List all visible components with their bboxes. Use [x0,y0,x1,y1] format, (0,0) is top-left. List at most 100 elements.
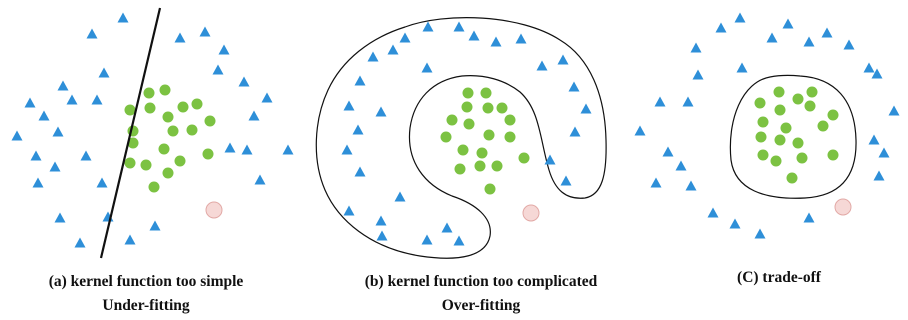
panel-a: (a) kernel function too simple Under-fit… [11,7,294,314]
class-circle-marker [204,115,216,127]
class-circle-marker [457,144,469,156]
class-triangle-marker [707,207,719,218]
class-triangle-marker [80,150,92,161]
class-triangle-marker [468,30,480,41]
class-triangle-marker [568,81,580,92]
class-triangle-marker [754,228,766,239]
panel-b-test-point [522,204,540,222]
class-triangle-marker [729,218,741,229]
class-circle-marker [202,148,214,160]
class-triangle-marker [399,32,411,43]
class-triangle-marker [343,100,355,111]
class-triangle-marker [803,212,815,223]
class-triangle-marker [453,235,465,246]
class-circle-marker [827,109,839,121]
class-circle-marker [191,98,203,110]
class-triangle-marker [282,144,294,155]
class-circle-marker [148,181,160,193]
panel-c-caption-line1: (C) trade-off [737,269,822,286]
class-circle-marker [827,149,839,161]
class-triangle-marker [871,68,883,79]
class-triangle-marker [650,177,662,188]
class-triangle-marker [441,222,453,233]
class-triangle-marker [352,124,364,135]
class-triangle-marker [453,21,465,32]
class-triangle-marker [261,92,273,103]
class-triangle-marker [544,154,556,165]
class-circle-marker [780,122,792,134]
class-triangle-marker [580,103,592,114]
class-circle-marker [774,134,786,146]
class-circle-marker [755,131,767,143]
class-circle-marker [144,102,156,114]
class-circle-marker [774,104,786,116]
class-circle-marker [143,87,155,99]
class-triangle-marker [375,215,387,226]
class-triangle-marker [248,110,260,121]
class-circle-marker [757,149,769,161]
class-circle-marker [446,114,458,126]
class-triangle-marker [863,62,875,73]
class-circle-marker [504,131,516,143]
class-circle-marker [792,137,804,149]
class-circle-marker [804,100,816,112]
class-triangle-marker [30,150,42,161]
class-triangle-marker [218,44,230,55]
class-circle-marker [127,137,139,149]
class-triangle-marker [98,67,110,78]
class-circle-marker [480,87,492,99]
panel-a-circles [124,84,216,193]
class-triangle-marker [421,234,433,245]
class-circle-marker [140,159,152,171]
class-circle-marker [159,84,171,96]
panel-c-triangles [634,12,900,239]
class-triangle-marker [32,177,44,188]
panel-b-circles [440,87,530,195]
class-triangle-marker [49,161,61,172]
class-triangle-marker [91,94,103,105]
class-circle-marker [817,120,829,132]
class-triangle-marker [224,142,236,153]
panel-b-caption-line2: Over-fitting [442,297,521,314]
class-triangle-marker [690,42,702,53]
class-circle-marker [454,163,466,175]
class-circle-marker [796,152,808,164]
class-circle-marker [806,86,818,98]
class-triangle-marker [782,18,794,29]
panel-b-caption-line1: (b) kernel function too complicated [365,273,598,290]
class-circle-marker [504,114,516,126]
class-triangle-marker [873,170,885,181]
panel-a-linear-boundary [99,7,162,259]
class-triangle-marker [843,39,855,50]
class-triangle-marker [66,94,78,105]
class-triangle-marker [376,230,388,241]
class-triangle-marker [868,134,880,145]
class-triangle-marker [803,36,815,47]
class-circle-marker [484,183,496,195]
class-triangle-marker [367,51,379,62]
class-triangle-marker [888,105,900,116]
class-circle-marker [786,172,798,184]
class-triangle-marker [174,32,186,43]
class-circle-marker [174,155,186,167]
class-triangle-marker [515,33,527,44]
class-circle-marker [124,104,136,116]
class-triangle-marker [675,160,687,171]
panel-a-test-point [205,201,223,219]
class-circle-marker [474,160,486,172]
panel-a-triangles [11,12,294,248]
class-triangle-marker [354,166,366,177]
panel-b: (b) kernel function too complicated Over… [315,17,607,314]
panel-b-triangles [341,21,592,246]
panel-c-test-point [834,198,852,216]
class-triangle-marker [560,175,572,186]
class-circle-marker [158,143,170,155]
class-triangle-marker [557,54,569,65]
class-triangle-marker [254,174,266,185]
class-triangle-marker [238,76,250,87]
class-circle-marker [167,125,179,137]
class-circle-marker [770,155,782,167]
class-triangle-marker [682,96,694,107]
class-triangle-marker [490,36,502,47]
